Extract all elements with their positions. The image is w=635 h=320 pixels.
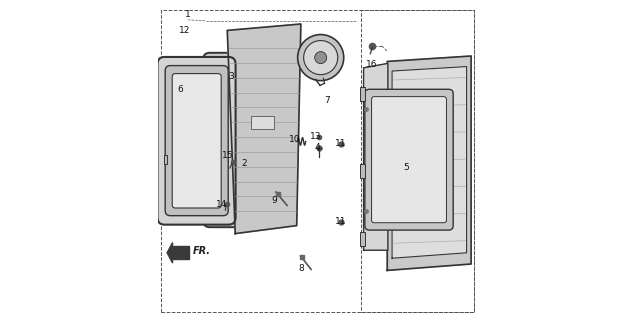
Bar [361,232,365,246]
Bar [251,116,274,129]
Text: 14: 14 [216,200,227,209]
Text: 7: 7 [324,96,330,105]
FancyBboxPatch shape [211,62,265,219]
Text: 4: 4 [315,143,320,152]
Polygon shape [167,243,173,263]
Text: 6: 6 [178,85,184,94]
Text: 11: 11 [335,139,346,148]
Circle shape [315,52,326,64]
Text: 9: 9 [271,196,277,204]
Text: 5: 5 [404,163,410,172]
Text: 12: 12 [179,26,190,35]
FancyBboxPatch shape [203,53,274,227]
Text: 13: 13 [309,132,321,140]
Text: FR.: FR. [192,246,210,256]
Polygon shape [387,56,471,270]
FancyBboxPatch shape [172,74,221,208]
Text: 3: 3 [228,72,234,81]
Bar [361,87,365,101]
Circle shape [298,35,344,81]
FancyBboxPatch shape [165,66,228,216]
Polygon shape [227,24,301,234]
Text: 1: 1 [185,10,190,19]
Circle shape [304,41,338,75]
Text: 11: 11 [335,217,346,226]
FancyBboxPatch shape [365,89,453,230]
Text: 16: 16 [366,60,377,68]
Text: 10: 10 [290,135,301,144]
Text: 8: 8 [298,264,304,273]
Text: 2: 2 [241,159,247,168]
Bar [164,155,168,164]
Text: 15: 15 [222,151,233,160]
FancyBboxPatch shape [371,97,446,223]
Polygon shape [173,246,189,259]
Bar [361,164,365,178]
FancyBboxPatch shape [157,57,236,225]
Polygon shape [364,63,388,250]
Polygon shape [392,67,467,258]
